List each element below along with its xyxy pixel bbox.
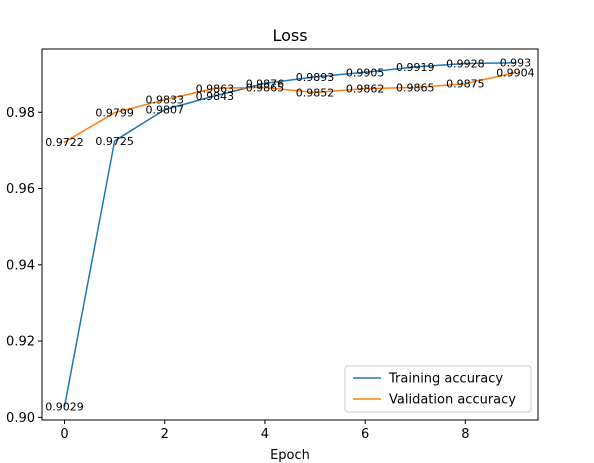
data-label: 0.9722 — [45, 136, 84, 149]
y-tick-label: 0.98 — [6, 106, 35, 121]
series-line-training — [63, 61, 517, 408]
data-label: 0.9843 — [196, 90, 235, 103]
data-label: 0.9928 — [446, 57, 485, 70]
y-tick-label: 0.94 — [6, 258, 35, 273]
data-label: 0.9862 — [346, 83, 385, 96]
data-label: 0.993 — [500, 57, 532, 70]
y-tick-label: 0.96 — [6, 182, 35, 197]
data-label: 0.9875 — [446, 78, 485, 91]
data-label: 0.9799 — [95, 107, 134, 120]
data-label: 0.9905 — [346, 66, 385, 79]
legend-box — [344, 365, 532, 413]
x-tick-label: 2 — [161, 427, 169, 442]
x-tick-label: 4 — [261, 427, 269, 442]
data-label: 0.9865 — [246, 82, 285, 95]
data-label: 0.9919 — [396, 61, 435, 74]
chart-title: Loss — [272, 26, 307, 45]
data-label: 0.9904 — [496, 67, 535, 80]
data-label: 0.9876 — [246, 77, 285, 90]
data-label: 0.9863 — [196, 82, 235, 95]
y-tick-label: 0.90 — [6, 411, 35, 426]
legend-label: Validation accuracy — [389, 393, 516, 408]
data-label: 0.9893 — [296, 71, 335, 84]
legend-label: Training accuracy — [388, 372, 503, 387]
series-line-validation — [63, 71, 517, 144]
x-tick-label: 8 — [461, 427, 469, 442]
data-label: 0.9807 — [146, 104, 185, 117]
data-label: 0.9833 — [146, 94, 185, 107]
legend: Training accuracy Validation accuracy — [344, 365, 532, 413]
x-tick-label: 0 — [60, 427, 68, 442]
plot-area: 0.9029 0.9725 0.9807 0.9843 0.9876 0.9893 0.99… — [6, 48, 539, 442]
data-label: 0.9725 — [95, 135, 134, 148]
data-label: 0.9029 — [45, 400, 84, 413]
data-label: 0.9852 — [296, 86, 335, 99]
y-tick-label: 0.92 — [6, 335, 35, 350]
x-axis-title: Epoch — [270, 448, 310, 463]
x-tick-label: 6 — [361, 427, 369, 442]
data-label: 0.9865 — [396, 82, 435, 95]
plot-frame — [41, 48, 539, 421]
